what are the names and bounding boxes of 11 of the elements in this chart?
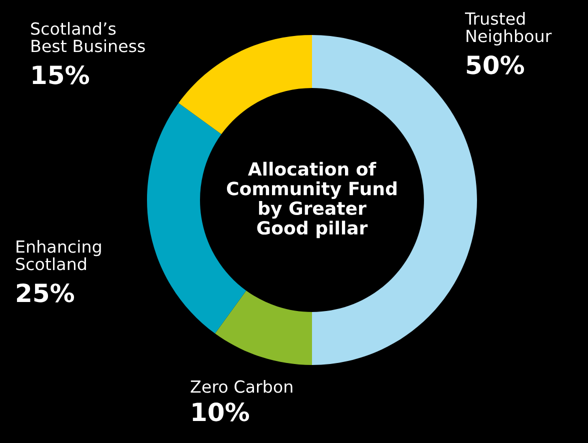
data-label: 50% (466, 55, 524, 74)
donut-slice (215, 290, 312, 365)
donut-slice (178, 35, 312, 134)
data-label: 15% (32, 65, 90, 84)
slice-label: Scotland’s Best Business (31, 22, 145, 52)
slice-label: Trusted Neighbour (464, 12, 552, 46)
slice-label: Enhancing Scotland (16, 240, 101, 270)
data-label: 10% (192, 402, 250, 422)
slice-label: Zero Carbon (190, 380, 292, 393)
data-label: 25% (16, 283, 74, 302)
text: Allocation of Community Fund by Greater Good pillar (226, 162, 396, 238)
